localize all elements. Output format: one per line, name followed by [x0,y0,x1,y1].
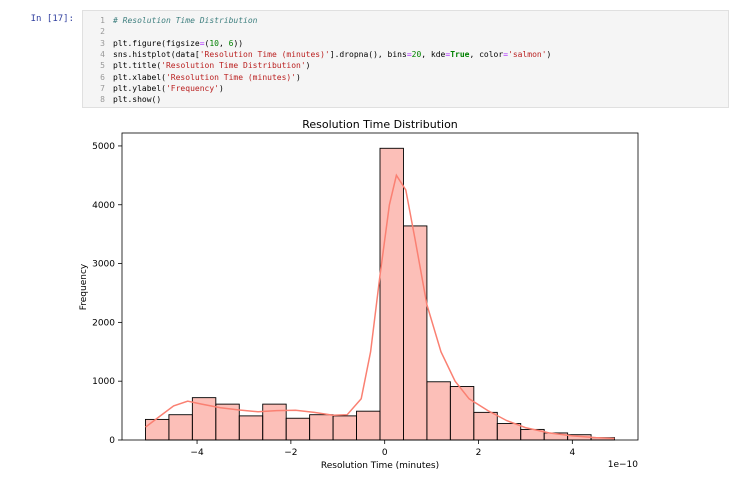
code-token: ].dropna(), bins [329,49,407,59]
code-token: sns.histplot(data[ [113,49,200,59]
code-token: 'salmon' [508,49,547,59]
code-text: plt.ylabel('Frequency') [113,84,224,94]
y-tick-label: 4000 [92,201,115,211]
code-token: ) [546,49,552,59]
histogram-bar [356,410,381,441]
code-line: 4 sns.histplot(data['Resolution Time (min… [83,50,728,60]
code-token: plt.figure(figsize [113,38,200,48]
code-line: 1 # Resolution Time Distribution [83,16,728,26]
x-tick-label: 2 [476,448,482,458]
code-line: 7 plt.ylabel('Frequency') [83,84,728,94]
code-token: ) [218,83,224,93]
code-token: )) [233,38,244,48]
code-token: plt.xlabel( [113,72,166,82]
code-token: ) [305,61,311,71]
code-line: 5 plt.title('Resolution Time Distribution… [83,61,728,71]
code-text: sns.histplot(data['Resolution Time (minu… [113,50,551,60]
line-number: 2 [100,27,105,37]
line-number: 4 [100,49,105,59]
code-cell[interactable]: 1 # Resolution Time Distribution 2 3 plt.fig… [82,10,729,108]
code-token: 'Resolution Time (minutes)' [199,49,330,59]
code-token: 20 [411,49,422,59]
code-token: , color [469,49,504,59]
histogram-bar [449,386,475,441]
line-number: 5 [100,61,105,71]
x-tick-label: −4 [190,448,204,458]
code-token: True [450,49,470,59]
code-text: plt.show() [113,95,161,105]
code-text: plt.title('Resolution Time Distribution'… [113,61,311,71]
code-token: plt.ylabel( [113,83,166,93]
code-token: = [445,49,451,59]
histogram-bar [473,411,498,441]
code-token: ( [204,38,210,48]
code-token: plt.show() [113,95,162,105]
y-tick-label: 0 [109,436,115,446]
code-token: = [406,49,412,59]
code-token: 6 [228,38,234,48]
code-line: 8 plt.show() [83,95,728,105]
code-text: plt.figure(figsize=(10, 6)) [113,39,243,49]
cell-prompt: In [17]: [30,14,74,24]
code-token: plt.title( [113,61,162,71]
code-token: 'Frequency' [165,83,219,93]
code-token: = [503,49,509,59]
histogram-bar [309,414,334,441]
histogram-bar [332,415,357,441]
code-line: 3 plt.figure(figsize=(10, 6)) [83,39,728,49]
y-tick-label: 2000 [92,318,115,328]
histogram-bar [403,225,428,441]
y-tick-label: 5000 [92,142,115,152]
y-axis-label: Frequency [79,263,89,310]
code-token: ) [296,72,301,82]
x-tick-label: 0 [382,448,388,458]
line-number: 1 [100,16,105,25]
histogram-bar [238,415,264,441]
chart-title: Resolution Time Distribution [302,118,458,131]
code-token: 10 [209,38,219,48]
y-tick-label: 1000 [92,377,115,387]
line-number: 7 [100,83,105,93]
x-tick-label: −2 [284,448,297,458]
x-offset-text: 1e−10 [608,460,639,470]
code-token: , kde [421,49,446,59]
y-ticks: 0 1000 2000 3000 4000 5000 [92,142,122,446]
code-line: 2 [83,27,728,37]
y-tick-label: 3000 [92,260,115,270]
kde-curve [145,173,615,440]
bars-group [145,147,615,441]
code-text: # Resolution Time Distribution [113,16,258,26]
code-token: = [199,38,205,48]
code-token: 'Resolution Time Distribution' [161,61,306,71]
code-token: 'Resolution Time (minutes)' [165,72,297,82]
histogram-bar [168,414,193,441]
histogram-bar [145,418,170,441]
axes-frame [121,132,639,441]
x-ticks: −4 −2 0 2 4 [190,440,575,458]
line-number: 8 [100,95,105,105]
line-number: 6 [100,72,105,82]
code-token: , [219,38,229,48]
x-axis-label: Resolution Time (minutes) [321,461,439,471]
histogram-bar [262,403,287,441]
code-line: 6 plt.xlabel('Resolution Time (minutes)') [83,73,728,83]
code-token: # Resolution Time Distribution [113,16,258,25]
line-number: 3 [100,38,105,48]
histogram-bar [285,417,311,441]
code-text: plt.xlabel('Resolution Time (minutes)') [113,73,301,83]
x-tick-label: 4 [569,448,575,458]
histogram-bar [496,423,522,441]
histogram-bar [426,381,451,441]
